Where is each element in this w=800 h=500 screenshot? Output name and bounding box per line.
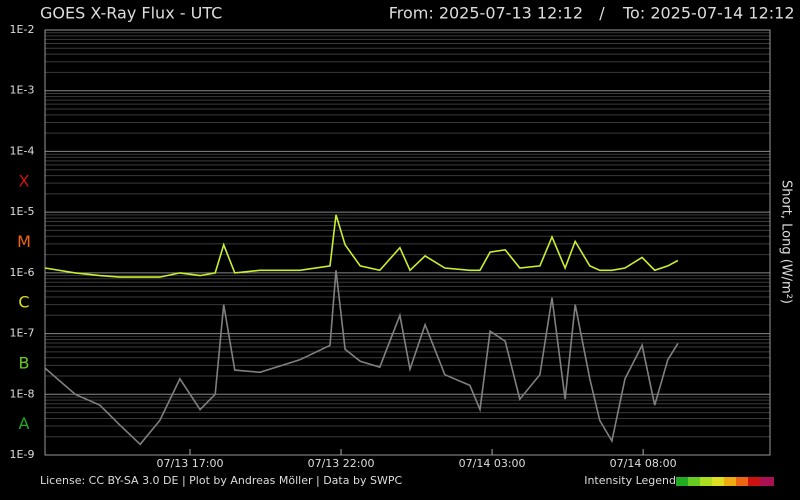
y-tick-label: 1E-8: [10, 387, 35, 400]
range-from: From: 2025-07-13 12:12: [389, 4, 583, 23]
y-tick-label: 1E-5: [10, 205, 35, 218]
x-tick-label: 07/14 08:00: [610, 457, 677, 470]
y-axis-label: Short, Long (W/m²): [779, 180, 794, 304]
flare-class-label: A: [19, 414, 30, 433]
series-line: [44, 270, 679, 446]
x-tick-label: 07/13 22:00: [308, 457, 375, 470]
series-line: [44, 214, 679, 278]
y-tick-label: 1E-2: [10, 23, 35, 36]
footer-license: License: CC BY-SA 3.0 DE | Plot by Andre…: [40, 474, 402, 487]
x-tick-label: 07/13 17:00: [157, 457, 224, 470]
flare-class-label: X: [19, 171, 30, 190]
y-tick-label: 1E-3: [10, 84, 35, 97]
y-tick-label: 1E-4: [10, 144, 35, 157]
plot-frame: [44, 29, 771, 456]
flare-class-label: C: [18, 293, 29, 312]
y-tick-label: 1E-7: [10, 327, 35, 340]
chart-title: GOES X-Ray Flux - UTC: [40, 4, 222, 23]
flare-class-label: B: [19, 353, 30, 372]
y-tick-label: 1E-9: [10, 448, 35, 461]
intensity-legend: [676, 477, 774, 486]
y-tick-label: 1E-6: [10, 266, 35, 279]
range-separator: /: [599, 4, 605, 23]
x-tick-label: 07/14 03:00: [459, 457, 526, 470]
legend-label: Intensity Legend: [584, 474, 676, 487]
range-to: To: 2025-07-14 12:12: [622, 4, 795, 23]
flare-class-label: M: [17, 232, 31, 251]
